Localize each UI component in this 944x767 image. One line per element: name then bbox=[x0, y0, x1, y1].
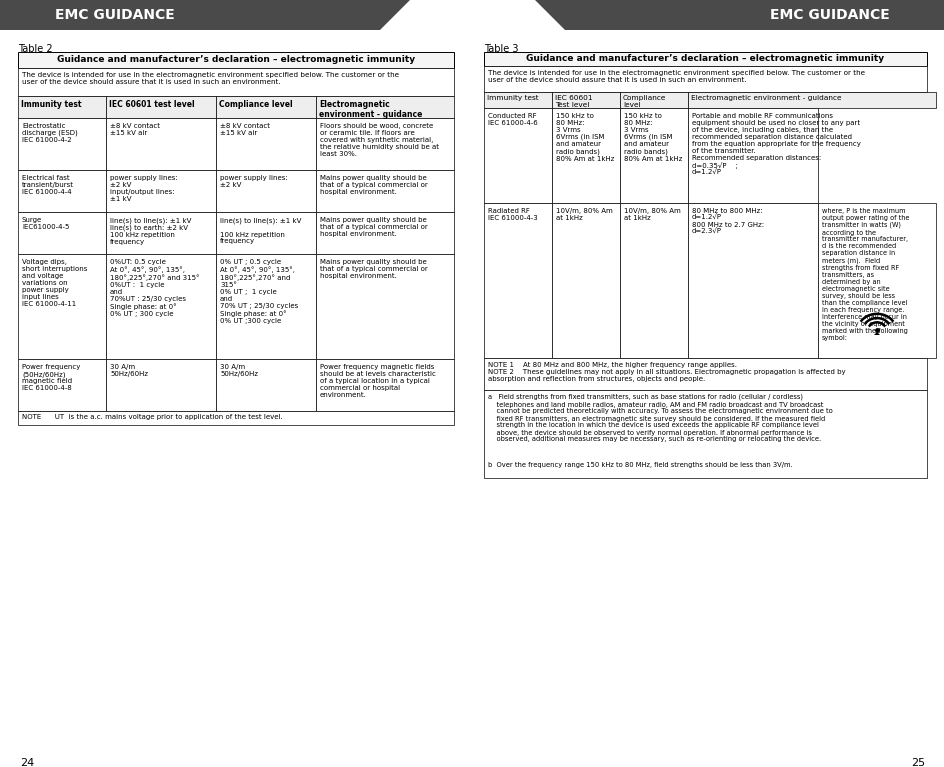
Text: EMC GUIDANCE: EMC GUIDANCE bbox=[769, 8, 889, 22]
Bar bbox=[18, 170, 106, 212]
Bar bbox=[687, 92, 935, 108]
Bar bbox=[216, 96, 315, 118]
Text: Power frequency
(50Hz/60Hz)
magnetic field
IEC 61000-4-8: Power frequency (50Hz/60Hz) magnetic fie… bbox=[22, 364, 80, 391]
Text: Electrical fast
transient/burst
IEC 61000-4-4: Electrical fast transient/burst IEC 6100… bbox=[22, 175, 74, 195]
Bar bbox=[315, 170, 453, 212]
Bar bbox=[483, 66, 926, 92]
Bar bbox=[483, 390, 926, 478]
Bar bbox=[18, 118, 106, 170]
Bar bbox=[106, 254, 216, 359]
Text: Mains power quality should be
that of a typical commercial or
hospital environme: Mains power quality should be that of a … bbox=[320, 217, 428, 237]
Bar bbox=[106, 118, 216, 170]
Text: Surge
IEC61000-4-5: Surge IEC61000-4-5 bbox=[22, 217, 69, 230]
Text: Portable and mobile RF communications
equipment should be used no closer to any : Portable and mobile RF communications eq… bbox=[691, 113, 860, 176]
Text: where, P is the maximum
output power rating of the
transmitter in watts (W)
acco: where, P is the maximum output power rat… bbox=[821, 208, 908, 341]
Polygon shape bbox=[534, 0, 944, 30]
Bar bbox=[619, 92, 687, 108]
Text: line(s) to line(s): ±1 kV
line(s) to earth: ±2 kV
100 kHz repetition
frequency: line(s) to line(s): ±1 kV line(s) to ear… bbox=[110, 217, 192, 245]
Polygon shape bbox=[873, 332, 879, 335]
Bar bbox=[216, 170, 315, 212]
Text: Guidance and manufacturer’s declaration – electromagnetic immunity: Guidance and manufacturer’s declaration … bbox=[526, 54, 884, 63]
Text: 30 A/m
50Hz/60Hz: 30 A/m 50Hz/60Hz bbox=[220, 364, 258, 377]
Bar bbox=[687, 108, 818, 203]
Text: Voltage dips,
short interruptions
and voltage
variations on
power supply
input l: Voltage dips, short interruptions and vo… bbox=[22, 259, 87, 307]
Bar bbox=[483, 203, 551, 358]
Bar bbox=[106, 359, 216, 411]
Text: The device is intended for use in the electromagnetic environment specified belo: The device is intended for use in the el… bbox=[487, 70, 864, 83]
Text: IEC 60601 test level: IEC 60601 test level bbox=[109, 100, 194, 109]
Text: Table 3: Table 3 bbox=[483, 44, 518, 54]
Text: 24: 24 bbox=[20, 758, 34, 767]
Text: Electromagnetic environment - guidance: Electromagnetic environment - guidance bbox=[690, 95, 840, 101]
Bar bbox=[551, 108, 619, 203]
Bar bbox=[18, 68, 453, 96]
Text: Immunity test: Immunity test bbox=[486, 95, 538, 101]
Bar bbox=[315, 212, 453, 254]
Bar bbox=[315, 254, 453, 359]
Text: Power frequency magnetic fields
should be at levels characteristic
of a typical : Power frequency magnetic fields should b… bbox=[320, 364, 435, 398]
Bar bbox=[551, 203, 619, 358]
Text: 150 kHz to
80 MHz:
3 Vrms
6Vrms (in ISM
and amateur
radio bands)
80% Am at 1kHz: 150 kHz to 80 MHz: 3 Vrms 6Vrms (in ISM … bbox=[555, 113, 614, 162]
Text: IEC 60601
Test level: IEC 60601 Test level bbox=[554, 95, 592, 108]
Bar bbox=[619, 108, 687, 203]
Text: Floors should be wood, concrete
or ceramic tile. If floors are
covered with synt: Floors should be wood, concrete or ceram… bbox=[320, 123, 439, 157]
Text: a   Field strengths from fixed transmitters, such as base stations for radio (ce: a Field strengths from fixed transmitter… bbox=[487, 394, 832, 443]
Bar bbox=[18, 359, 106, 411]
Text: 0%UT: 0.5 cycle
At 0°, 45°, 90°, 135°,
180°,225°,270° and 315°
0%UT :  1 cycle
a: 0%UT: 0.5 cycle At 0°, 45°, 90°, 135°, 1… bbox=[110, 259, 199, 317]
Text: 150 kHz to
80 MHz:
3 Vrms
6Vrms (in ISM
and amateur
radio bands)
80% Am at 1kHz: 150 kHz to 80 MHz: 3 Vrms 6Vrms (in ISM … bbox=[623, 113, 682, 162]
Bar bbox=[216, 254, 315, 359]
Bar bbox=[483, 108, 551, 203]
Text: Mains power quality should be
that of a typical commercial or
hospital environme: Mains power quality should be that of a … bbox=[320, 175, 428, 195]
Bar bbox=[483, 358, 926, 390]
Text: power supply lines:
±2 kV: power supply lines: ±2 kV bbox=[220, 175, 287, 188]
Bar bbox=[687, 203, 818, 358]
Text: Mains power quality should be
that of a typical commercial or
hospital environme: Mains power quality should be that of a … bbox=[320, 259, 428, 279]
Text: NOTE 1    At 80 MHz and 800 MHz, the higher frequency range applies.
NOTE 2    T: NOTE 1 At 80 MHz and 800 MHz, the higher… bbox=[487, 362, 845, 382]
Bar bbox=[18, 254, 106, 359]
Text: Guidance and manufacturer’s declaration – electromagnetic immunity: Guidance and manufacturer’s declaration … bbox=[57, 55, 414, 64]
Text: Compliance level: Compliance level bbox=[219, 100, 293, 109]
Text: Electromagnetic
environment - guidance: Electromagnetic environment - guidance bbox=[319, 100, 422, 120]
Text: Radiated RF
IEC 61000-4-3: Radiated RF IEC 61000-4-3 bbox=[487, 208, 537, 221]
Bar bbox=[106, 96, 216, 118]
Bar bbox=[483, 92, 551, 108]
Text: Electrostatic
discharge (ESD)
IEC 61000-4-2: Electrostatic discharge (ESD) IEC 61000-… bbox=[22, 123, 77, 143]
Text: Compliance
level: Compliance level bbox=[622, 95, 666, 108]
Bar bbox=[216, 212, 315, 254]
Text: Conducted RF
IEC 61000-4-6: Conducted RF IEC 61000-4-6 bbox=[487, 113, 537, 126]
Text: NOTE      UT  is the a.c. mains voltage prior to application of the test level.: NOTE UT is the a.c. mains voltage prior … bbox=[22, 414, 282, 420]
Bar bbox=[818, 203, 935, 358]
Text: Table 2: Table 2 bbox=[18, 44, 53, 54]
Text: power supply lines:
±2 kV
input/output lines:
±1 kV: power supply lines: ±2 kV input/output l… bbox=[110, 175, 177, 202]
Bar bbox=[18, 411, 453, 425]
Text: 10V/m, 80% Am
at 1kHz: 10V/m, 80% Am at 1kHz bbox=[623, 208, 680, 221]
Text: Immunity test: Immunity test bbox=[21, 100, 81, 109]
Text: ±8 kV contact
±15 kV air: ±8 kV contact ±15 kV air bbox=[110, 123, 160, 136]
Text: 30 A/m
50Hz/60Hz: 30 A/m 50Hz/60Hz bbox=[110, 364, 148, 377]
Bar bbox=[18, 96, 106, 118]
Bar bbox=[216, 359, 315, 411]
Bar bbox=[619, 203, 687, 358]
Bar bbox=[18, 212, 106, 254]
Text: 0% UT ; 0.5 cycle
At 0°, 45°, 90°, 135°,
180°,225°,270° and
315°
0% UT ;  1 cycl: 0% UT ; 0.5 cycle At 0°, 45°, 90°, 135°,… bbox=[220, 259, 298, 324]
Polygon shape bbox=[0, 0, 410, 30]
Bar bbox=[216, 118, 315, 170]
Bar bbox=[106, 170, 216, 212]
Text: line(s) to line(s): ±1 kV

100 kHz repetition
frequency: line(s) to line(s): ±1 kV 100 kHz repeti… bbox=[220, 217, 301, 245]
Bar bbox=[106, 212, 216, 254]
Bar bbox=[315, 118, 453, 170]
Text: 80 MHz to 800 MHz:
d=1.2√P
800 MHz to 2.7 GHz:
d=2.3√P: 80 MHz to 800 MHz: d=1.2√P 800 MHz to 2.… bbox=[691, 208, 764, 235]
Bar bbox=[315, 96, 453, 118]
Text: ±8 kV contact
±15 kV air: ±8 kV contact ±15 kV air bbox=[220, 123, 270, 136]
Text: EMC GUIDANCE: EMC GUIDANCE bbox=[55, 8, 175, 22]
Text: The device is intended for use in the electromagnetic environment specified belo: The device is intended for use in the el… bbox=[22, 72, 398, 85]
Bar bbox=[18, 52, 453, 68]
Text: 10V/m, 80% Am
at 1kHz: 10V/m, 80% Am at 1kHz bbox=[555, 208, 612, 221]
Text: b  Over the frequency range 150 kHz to 80 MHz, field strengths should be less th: b Over the frequency range 150 kHz to 80… bbox=[487, 462, 792, 468]
Bar bbox=[551, 92, 619, 108]
Bar bbox=[315, 359, 453, 411]
Bar bbox=[483, 52, 926, 66]
Text: 25: 25 bbox=[910, 758, 924, 767]
